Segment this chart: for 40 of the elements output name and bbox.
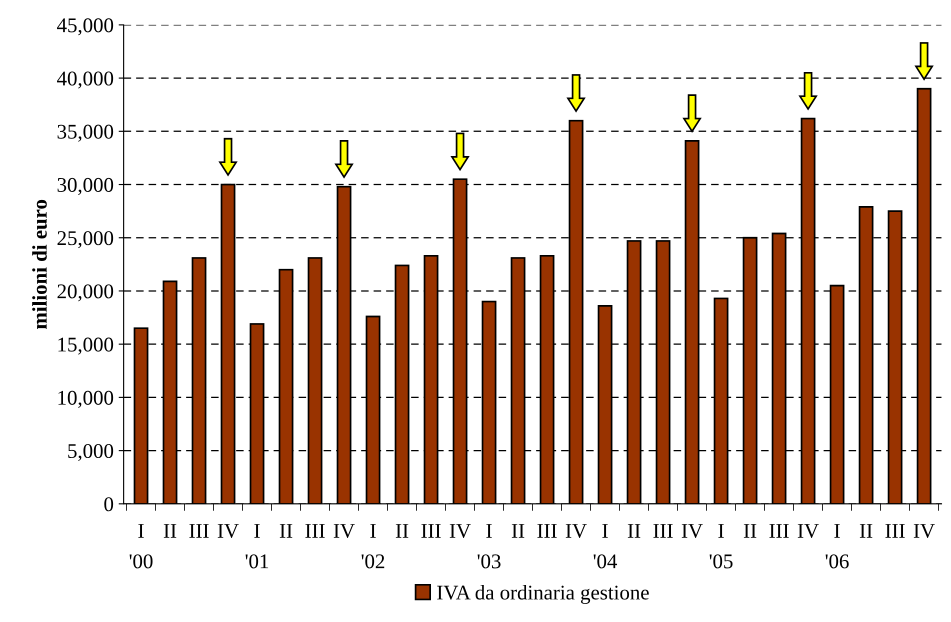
y-tick-label: 30,000: [58, 178, 114, 195]
y-tick-label: 5,000: [68, 444, 114, 462]
y-tick-label: 45,000: [57, 18, 114, 36]
x-tick-label: III: [653, 524, 673, 538]
x-tick-label: III: [885, 524, 905, 538]
x-tick-label: III: [537, 524, 557, 538]
x-tick-label: IV: [682, 524, 703, 538]
x-tick-label: IV: [218, 524, 239, 538]
y-tick-label: 15,000: [58, 338, 114, 355]
x-tick-label: IV: [334, 524, 355, 538]
x-tick-label: I '05: [710, 524, 733, 568]
y-tick-label: 40,000: [57, 71, 114, 89]
x-tick-label: II: [280, 524, 292, 538]
x-tick-label: I '01: [246, 524, 268, 568]
x-tick-label: I '00: [130, 524, 153, 568]
x-tick-label: II: [396, 524, 408, 538]
x-tick-label: IV: [914, 524, 935, 538]
x-tick-label: I '02: [362, 524, 384, 568]
x-tick-label: III: [189, 524, 209, 538]
x-tick-label: III: [769, 524, 789, 538]
x-tick-label: I '04: [594, 524, 618, 568]
y-tick-label: 25,000: [58, 231, 114, 248]
x-tick-label: III: [305, 524, 325, 538]
x-tick-label: II: [744, 524, 756, 538]
y-tick-label: 10,000: [58, 390, 114, 408]
x-tick-label: IV: [566, 524, 587, 538]
y-tick-label: 0: [104, 497, 114, 512]
x-tick-label: II: [512, 524, 524, 538]
x-tick-label: II: [860, 524, 872, 538]
y-tick-label: 35,000: [58, 124, 114, 142]
x-tick-label: II: [164, 524, 176, 538]
x-tick-label: I '06: [826, 524, 849, 568]
x-tick-label: II: [628, 524, 640, 538]
x-tick-label: IV: [450, 524, 471, 538]
y-axis-title: milioni di euro: [32, 200, 47, 330]
x-tick-label: III: [421, 524, 441, 538]
legend-label: IVA da ordinaria gestione: [437, 584, 649, 604]
y-tick-label: 20,000: [58, 284, 114, 302]
x-tick-label: IV: [798, 524, 819, 538]
x-tick-label: I '03: [478, 524, 501, 568]
